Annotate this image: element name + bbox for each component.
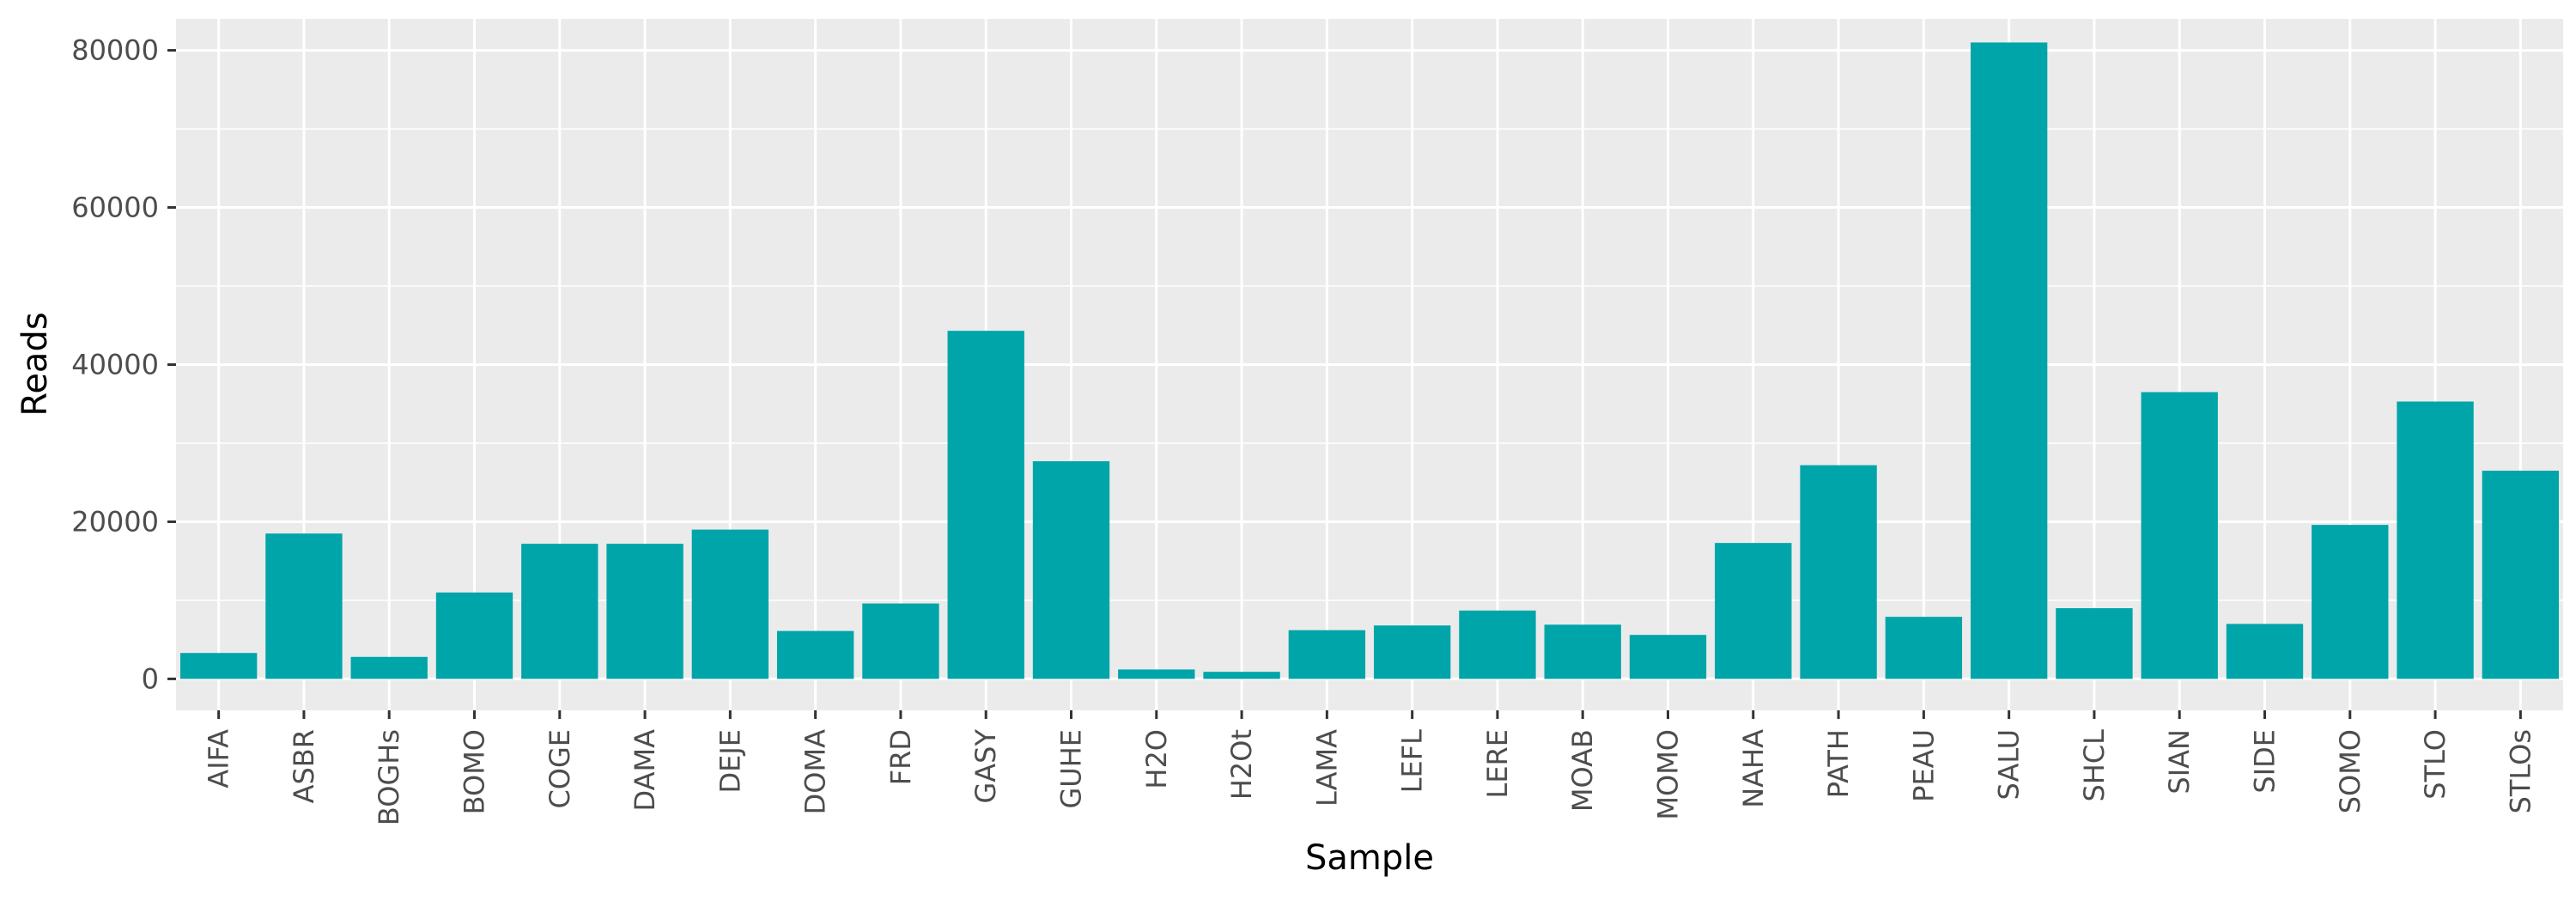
bar-BOMO <box>435 592 513 679</box>
x-tick-label: SIAN <box>2163 729 2196 794</box>
bar-LAMA <box>1288 630 1366 679</box>
bar-MOMO <box>1629 635 1707 679</box>
bar-DOMA <box>776 630 854 679</box>
x-tick-label: LEFL <box>1396 729 1429 793</box>
x-tick-label: DOMA <box>799 729 832 814</box>
bar-SHCL <box>2056 608 2133 679</box>
x-tick-label: DAMA <box>629 729 661 812</box>
bar-H2Ot <box>1203 672 1280 679</box>
x-tick-label: COGE <box>544 729 576 809</box>
x-tick-label: PATH <box>1822 729 1855 798</box>
bar-DAMA <box>606 544 683 679</box>
bar-GASY <box>947 331 1024 679</box>
x-tick-label: GASY <box>969 729 1002 804</box>
x-tick-label: PEAU <box>1907 729 1940 802</box>
x-tick-label: BOMO <box>459 729 491 814</box>
x-tick-label: ASBR <box>288 729 320 803</box>
x-tick-label: SALU <box>1993 729 2026 800</box>
x-tick-label: MOMO <box>1652 729 1685 820</box>
bar-STLO <box>2397 401 2474 679</box>
x-tick-label: BOGHs <box>373 729 405 825</box>
x-tick-label: MOAB <box>1566 729 1599 812</box>
x-tick-label: FRD <box>884 729 917 785</box>
x-axis-title: Sample <box>1305 838 1434 878</box>
x-tick-label: SIDE <box>2249 729 2281 794</box>
bar-COGE <box>521 544 598 679</box>
x-tick-label: SHCL <box>2078 729 2111 802</box>
bar-H2O <box>1118 669 1195 679</box>
x-tick-label: NAHA <box>1737 729 1770 808</box>
x-tick-label: DEJE <box>714 729 746 794</box>
y-tick-label: 60000 <box>71 192 159 224</box>
x-tick-label: LERE <box>1481 729 1514 799</box>
y-tick-label: 20000 <box>71 505 159 538</box>
x-tick-label: AIFA <box>203 729 235 788</box>
x-tick-label: STLOs <box>2504 729 2537 813</box>
bar-GUHE <box>1032 461 1110 679</box>
y-tick-label: 0 <box>142 662 159 695</box>
bar-MOAB <box>1544 624 1621 679</box>
bar-PATH <box>1800 465 1877 679</box>
y-axis-title: Reads <box>15 312 55 416</box>
x-tick-label: H2Ot <box>1225 729 1258 800</box>
x-tick-label: SOMO <box>2334 729 2366 813</box>
y-tick-label: 80000 <box>71 34 159 67</box>
bar-SIDE <box>2226 624 2304 679</box>
bar-SOMO <box>2312 525 2389 679</box>
bar-DEJE <box>691 529 769 679</box>
x-axis: AIFA ASBR BOGHs BOMO COGE DAMA DEJE DOMA FRD GASY… <box>203 710 2537 825</box>
bar-FRD <box>862 603 939 679</box>
x-tick-label: H2O <box>1140 729 1173 789</box>
bar-SALU <box>1970 42 2048 679</box>
x-tick-label: STLO <box>2419 729 2451 800</box>
bar-PEAU <box>1885 617 1963 679</box>
bar-STLOs <box>2482 470 2560 679</box>
x-tick-label: GUHE <box>1055 729 1088 809</box>
y-tick-label: 40000 <box>71 349 159 381</box>
bar-BOGHs <box>350 656 428 679</box>
bar-AIFA <box>179 653 258 679</box>
bar-NAHA <box>1715 543 1792 679</box>
x-tick-label: LAMA <box>1310 729 1343 807</box>
bar-ASBR <box>265 533 343 679</box>
y-axis: 0 20000 40000 60000 80000 <box>71 34 176 695</box>
bar-LEFL <box>1373 625 1451 679</box>
bar-LERE <box>1459 610 1536 679</box>
bars <box>179 42 2560 679</box>
bar-SIAN <box>2141 392 2218 679</box>
